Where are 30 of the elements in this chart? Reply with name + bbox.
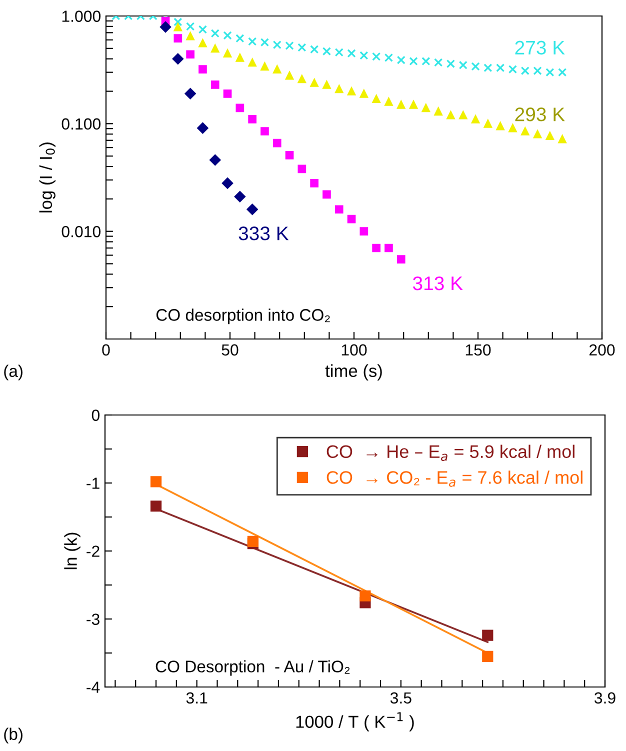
text: (a) [4,364,22,380]
y-tick-label: -1 [86,478,100,489]
y-tick-label: -4 [86,682,100,693]
y-tick-label: -2 [86,546,100,557]
series-label: 313 K [412,276,463,290]
x-axis-title: 1000 / T ( K$^{−1}$ ) [296,712,414,732]
y-axis-title: ln (k) [64,532,80,570]
y-tick-label: 0.010 [62,226,101,238]
series-label: 273 K [515,40,565,55]
y-tick-label: 0.100 [62,118,101,130]
x-tick-label: 100 [342,344,367,356]
x-tick-label: 3.9 [594,692,616,704]
series-label: 333 K [238,226,289,240]
annotation: CO desorption into CO₂ [156,308,330,324]
x-tick-label: 0 [102,344,110,356]
legend-label: CO → He – E$_{a}$ = 5.9 kcal / mol [326,444,574,461]
y-tick-label: 1.000 [62,10,101,22]
annotation: CO Desorption - Au / TiO₂ [156,660,350,676]
x-axis-title: time (s) [325,364,382,380]
x-tick-label: 50 [222,344,238,356]
text: (b) [4,728,22,744]
y-tick-label: -3 [86,614,100,625]
x-tick-label: 3.1 [186,692,208,704]
x-tick-label: 150 [466,344,491,356]
series-label: 293 K [515,108,565,122]
x-tick-label: 200 [589,344,615,356]
x-tick-label: 3.5 [390,692,412,704]
legend-label: CO → CO₂ - E$_{a}$ = 7.6 kcal / mol [326,470,582,487]
y-axis-title: log (I / I$_{0}$) [39,142,56,212]
y-tick-label: 0 [92,410,100,421]
